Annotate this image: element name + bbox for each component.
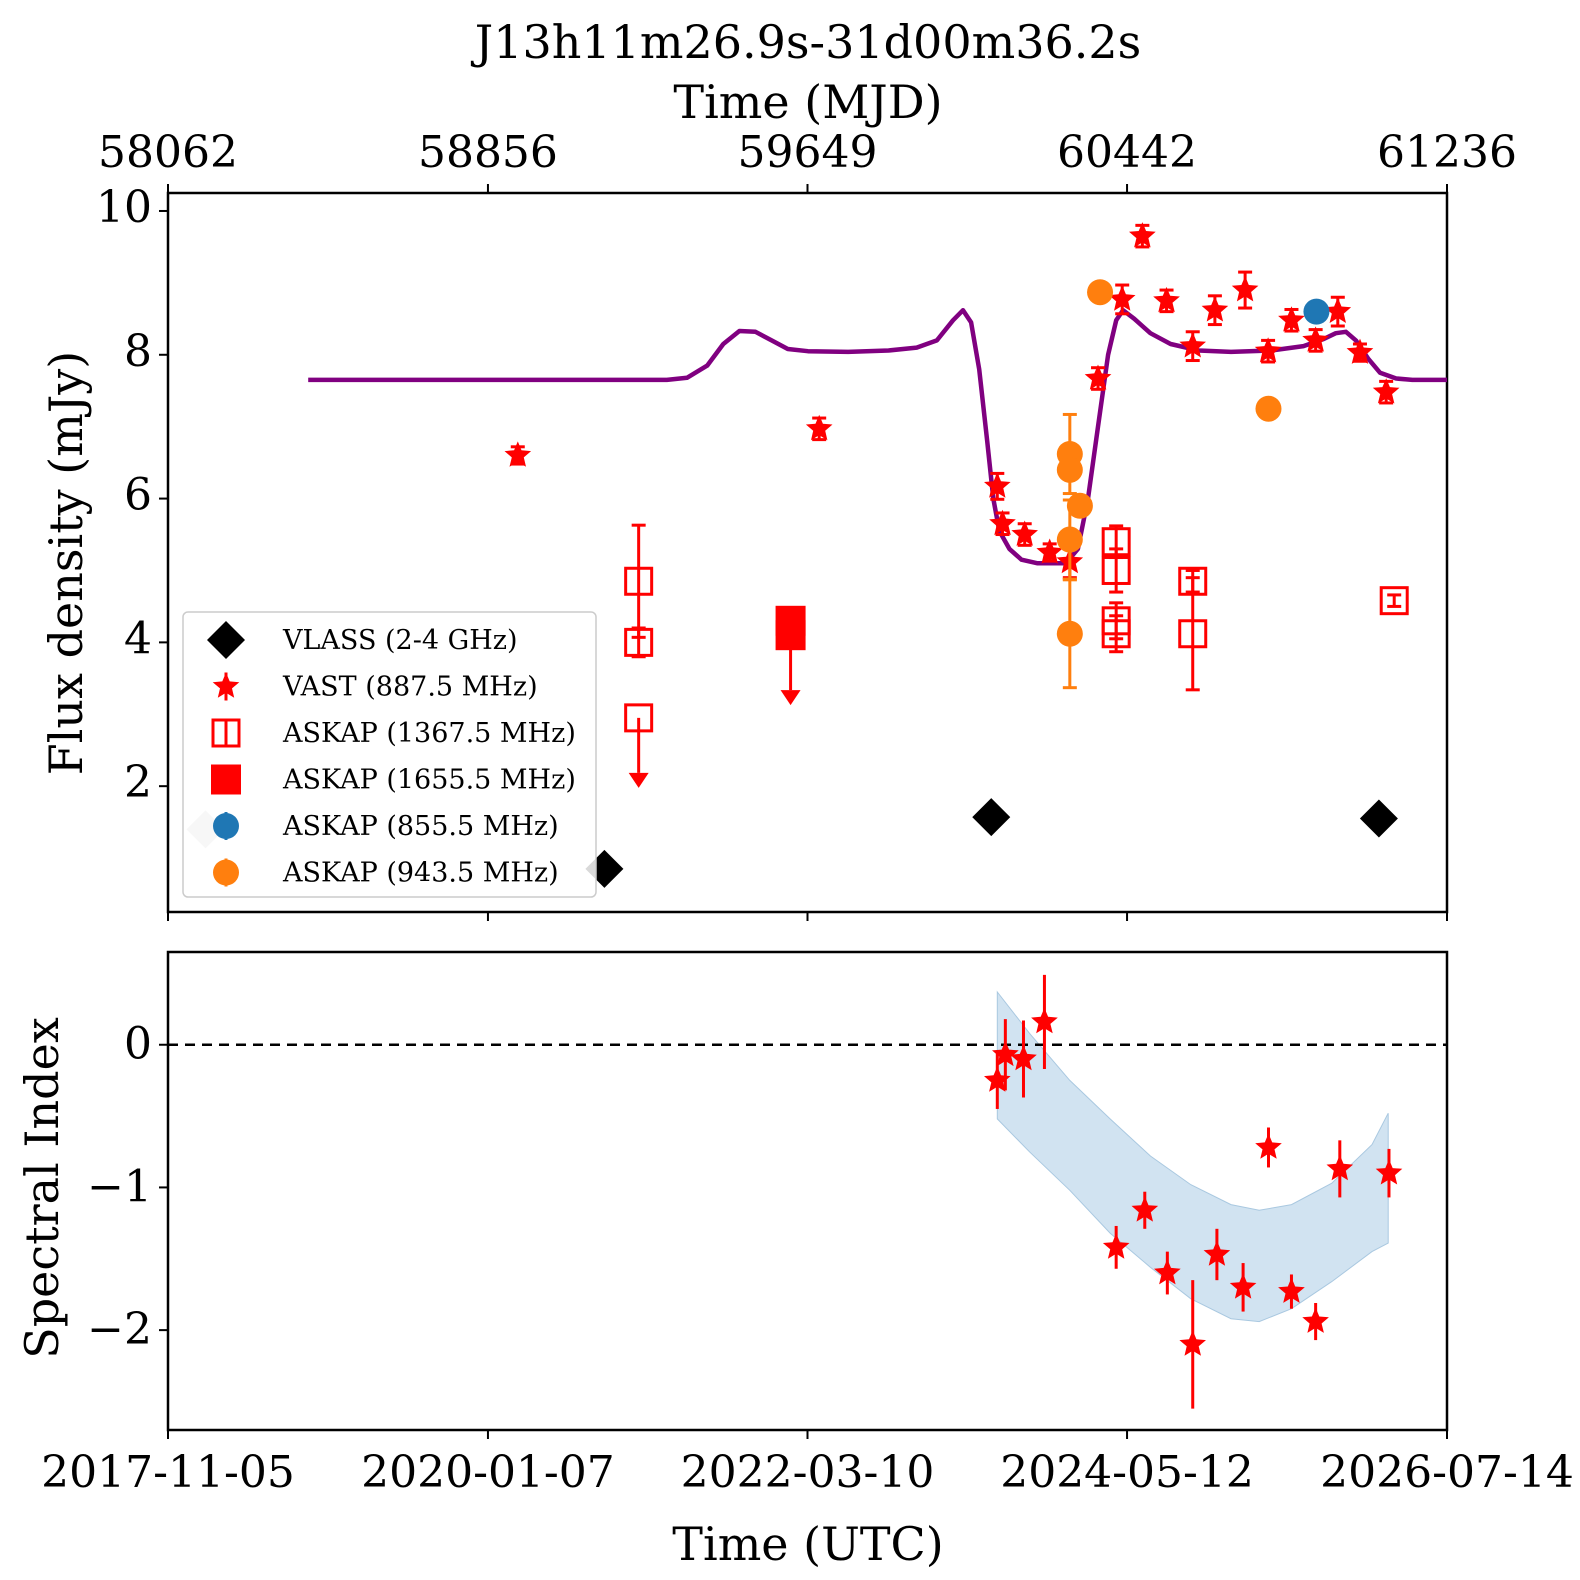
vast-887-5-mhz-point: [1129, 222, 1156, 248]
x-tick-label: 2020-01-07: [361, 1447, 615, 1498]
x-tick-label: 2024-05-12: [1000, 1447, 1254, 1498]
spectral-index-point: [1255, 1133, 1282, 1159]
bottom-panel-frame: [166, 950, 1449, 1432]
bottom-y-tick-label: −2: [87, 1304, 152, 1355]
askap-943-5-mhz-point: [1066, 492, 1093, 519]
askap-1367-5-mhz-point: [1178, 619, 1208, 649]
top-axis-tick-label: 59649: [738, 127, 878, 178]
vast-887-5-mhz-point: [1254, 337, 1282, 363]
vast-887-5-mhz-point: [1084, 364, 1112, 390]
spectral-index-point: [1154, 1259, 1181, 1285]
top-y-tick-label: 8: [124, 326, 152, 377]
vast-887-5-mhz-point: [1108, 285, 1136, 311]
vast-887-5-mhz-point: [1302, 326, 1329, 352]
legend-marker: [213, 813, 239, 839]
spectral-index-point: [1131, 1196, 1159, 1222]
legend-label: VAST (887.5 MHz): [282, 672, 538, 703]
legend-marker: [207, 621, 245, 659]
vast-887-5-mhz-point: [984, 472, 1011, 498]
vast-887-5-mhz-point: [1278, 306, 1305, 332]
spectral-index-point: [1229, 1273, 1257, 1299]
askap-943-5-mhz-point: [1056, 456, 1083, 483]
askap-1367-5-mhz-point: [624, 566, 654, 596]
x-tick-label: 2026-07-14: [1320, 1447, 1574, 1498]
vast-887-5-mhz-point: [1324, 297, 1352, 323]
vast-887-5-mhz-point: [1179, 332, 1206, 358]
legend-label: VLASS (2-4 GHz): [282, 625, 518, 656]
vast-887-5-mhz-point: [1231, 276, 1259, 302]
vast-887-5-mhz-point: [1346, 338, 1374, 364]
spectral-index-point: [1302, 1307, 1329, 1333]
bottom-panel-ylabel: Spectral Index: [15, 1017, 69, 1359]
top-axis-tick-label: 58062: [98, 127, 238, 178]
spectral-index-point: [1010, 1045, 1037, 1071]
top-panel-ylabel: Flux density (mJy): [39, 351, 93, 775]
askap-943-5-mhz-point: [1056, 620, 1083, 647]
legend-label: ASKAP (1367.5 MHz): [282, 718, 576, 749]
vast-887-5-mhz-point: [1036, 538, 1063, 564]
askap-1367-5-mhz-point: [624, 627, 654, 657]
x-axis-label: Time (UTC): [672, 1517, 943, 1571]
legend-marker: [211, 764, 241, 795]
askap-1367-5-mhz-point: [1101, 555, 1131, 585]
askap-855-5-mhz-point: [1303, 298, 1330, 325]
top-axis-tick-label: 61236: [1377, 127, 1517, 178]
askap-1367-5-mhz-point: [1101, 606, 1131, 636]
top-axis-tick-label: 60442: [1057, 127, 1197, 178]
askap-943-5-mhz-point: [1087, 279, 1114, 306]
vlass-2-4-ghz-point: [972, 798, 1011, 837]
spectral-index-point: [1102, 1233, 1130, 1259]
top-y-tick-label: 4: [124, 613, 152, 664]
legend: VLASS (2-4 GHz) VAST (887.5 MHz) ASKAP (13…: [182, 611, 597, 898]
bottom-y-tick-label: −1: [87, 1161, 152, 1212]
askap-943-5-mhz-point: [1056, 526, 1083, 553]
top-y-tick-label: 6: [124, 470, 152, 521]
vast-887-5-mhz-point: [504, 441, 532, 467]
vast-887-5-mhz-point: [1153, 286, 1180, 313]
vast-887-5-mhz-point: [1372, 378, 1400, 404]
top-axis-label: Time (MJD): [673, 75, 942, 129]
spectral-index-point: [1326, 1154, 1354, 1181]
top-y-tick-label: 10: [96, 182, 152, 233]
askap-1367-5-mhz-upper-limit-arrow: [628, 772, 649, 788]
legend-marker: [213, 859, 239, 886]
spectral-index-point: [1179, 1330, 1206, 1356]
chart-title: J13h11m26.9s-31d00m36.2s: [471, 15, 1141, 69]
spectral-index-point: [1203, 1240, 1231, 1266]
bottom-y-tick-label: 0: [124, 1019, 152, 1070]
spectral-index-point: [1278, 1277, 1305, 1303]
spectral-index-point: [1031, 1007, 1058, 1034]
vast-887-5-mhz-point: [1011, 520, 1038, 546]
x-tick-label: 2017-11-05: [41, 1447, 295, 1498]
legend-box: [182, 611, 597, 898]
vast-887-5-mhz-point: [989, 509, 1016, 536]
x-tick-label: 2022-03-10: [681, 1447, 935, 1498]
askap-1655-5-mhz-upper-limit-arrow: [780, 690, 801, 706]
legend-label: ASKAP (855.5 MHz): [282, 811, 559, 842]
top-y-tick-label: 2: [124, 757, 152, 808]
askap-1367-5-mhz-point: [1379, 586, 1409, 616]
spectral-index-point: [992, 1040, 1019, 1067]
legend-marker: [211, 718, 241, 748]
askap-943-5-mhz-point: [1255, 395, 1282, 422]
legend-label: ASKAP (1655.5 MHz): [282, 765, 576, 796]
vlass-2-4-ghz-point: [1359, 799, 1398, 838]
askap-1367-5-mhz-point: [624, 703, 654, 733]
vast-887-5-mhz-point: [1201, 296, 1229, 322]
top-axis-tick-label: 58856: [418, 127, 558, 178]
askap-1655-5-mhz-point: [775, 620, 806, 651]
legend-marker: [212, 672, 240, 698]
vast-887-5-mhz-point: [805, 414, 833, 441]
spectral-index-point: [1375, 1159, 1403, 1185]
uncertainty-band: [996, 990, 1389, 1323]
legend-label: ASKAP (943.5 MHz): [282, 858, 559, 889]
